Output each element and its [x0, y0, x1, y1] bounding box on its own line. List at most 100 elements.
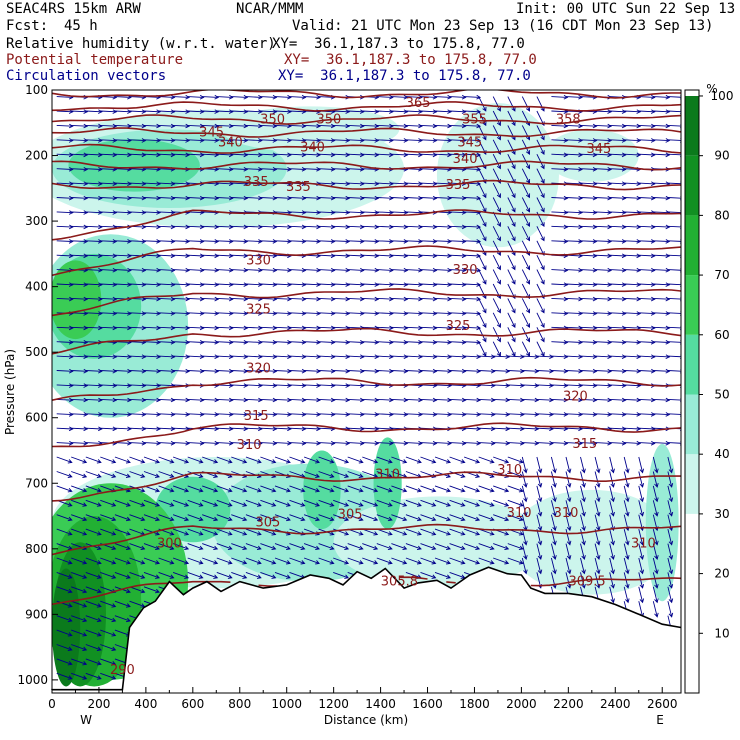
- theta-contour: [52, 376, 681, 401]
- wind-vector: [216, 571, 233, 579]
- wind-vector: [478, 269, 487, 285]
- wind-vector: [580, 528, 586, 546]
- wind-vector: [609, 586, 615, 604]
- wind-vector: [565, 123, 583, 129]
- wind-vector: [172, 456, 190, 464]
- wind-vector: [391, 267, 409, 273]
- wind-vector: [260, 311, 278, 316]
- wind-vector: [638, 224, 656, 230]
- wind-vector: [609, 383, 627, 388]
- wind-vector: [274, 296, 292, 302]
- wind-vector: [347, 543, 364, 551]
- wind-vector: [478, 440, 496, 446]
- wind-vector: [522, 368, 540, 374]
- wind-vector: [114, 368, 132, 374]
- wind-vector: [463, 514, 481, 522]
- wind-vector: [507, 456, 524, 464]
- wind-vector: [376, 267, 394, 273]
- wind-vector: [580, 282, 598, 287]
- wind-vector: [231, 239, 249, 244]
- wind-vector: [464, 296, 482, 302]
- wind-vector: [391, 210, 409, 215]
- colorbar-swatch: [685, 155, 699, 216]
- wind-vector: [507, 341, 516, 357]
- wind-vector: [260, 282, 278, 287]
- wind-vector: [245, 123, 263, 129]
- wind-vector: [521, 254, 531, 271]
- wind-vector: [536, 383, 554, 388]
- wind-vector: [129, 368, 147, 374]
- wind-vector: [420, 138, 438, 143]
- wind-vector: [85, 383, 103, 388]
- wind-vector: [216, 195, 234, 201]
- wind-vector: [536, 557, 543, 575]
- wind-vector: [158, 152, 176, 158]
- wind-vector: [333, 239, 351, 244]
- wind-vector: [478, 312, 487, 329]
- wind-vector: [609, 340, 627, 345]
- wind-vector: [85, 368, 103, 374]
- wind-vector: [376, 282, 394, 287]
- wind-vector: [595, 224, 613, 230]
- wind-vector: [202, 138, 220, 143]
- wind-vector: [551, 239, 569, 244]
- wind-vector: [595, 210, 613, 215]
- wind-vector: [56, 672, 73, 680]
- wind-vector: [594, 471, 601, 488]
- wind-vector: [595, 195, 613, 201]
- wind-vector: [143, 109, 161, 114]
- wind-vector: [318, 471, 335, 478]
- wind-vector: [289, 368, 307, 374]
- wind-vector: [376, 397, 394, 403]
- wind-vector: [507, 312, 516, 329]
- wind-vector: [173, 152, 191, 158]
- wind-vector: [536, 500, 543, 517]
- wind-vector: [521, 182, 531, 199]
- wind-vector: [638, 354, 656, 360]
- wind-vector: [85, 167, 103, 172]
- wind-vector: [449, 471, 466, 478]
- wind-vector: [580, 267, 598, 273]
- wind-vector: [434, 94, 452, 100]
- theta-contour: [52, 179, 681, 191]
- wind-vector: [653, 94, 671, 100]
- wind-vector: [231, 383, 249, 388]
- rh-blob: [220, 106, 400, 153]
- wind-vector: [56, 426, 74, 432]
- y-tick-label: 300: [25, 214, 48, 228]
- wind-vector: [216, 412, 234, 417]
- wind-vector: [304, 440, 321, 446]
- wind-vector: [100, 600, 117, 608]
- theta-label: 305: [338, 508, 363, 523]
- wind-vector: [318, 167, 336, 172]
- wind-vector: [187, 471, 204, 478]
- wind-vector: [245, 514, 262, 522]
- wind-vector: [303, 514, 320, 522]
- wind-vector: [551, 296, 569, 302]
- wind-vector: [85, 485, 102, 493]
- wind-vector: [202, 325, 220, 331]
- wind-vector: [333, 354, 351, 360]
- wind-vector: [405, 123, 423, 129]
- wind-vector: [231, 123, 249, 129]
- wind-vector: [143, 499, 160, 507]
- wind-vector: [667, 138, 681, 143]
- wind-vector: [580, 311, 598, 316]
- wind-vector: [318, 210, 336, 215]
- wind-vector: [609, 368, 627, 374]
- theta-label: 310: [554, 506, 579, 521]
- wind-vector: [449, 514, 466, 522]
- wind-vector: [245, 167, 263, 172]
- wind-vector: [173, 311, 191, 316]
- wind-vector: [274, 94, 292, 100]
- wind-vector: [391, 152, 409, 158]
- wind-vector: [609, 296, 627, 302]
- wind-vector: [173, 368, 191, 374]
- wind-vector: [260, 383, 278, 388]
- wind-vector: [565, 440, 583, 446]
- wind-vector: [565, 500, 572, 517]
- wind-vector: [56, 138, 74, 143]
- wind-vector: [667, 325, 681, 331]
- wind-vector: [420, 397, 438, 403]
- wind-vector: [521, 327, 531, 343]
